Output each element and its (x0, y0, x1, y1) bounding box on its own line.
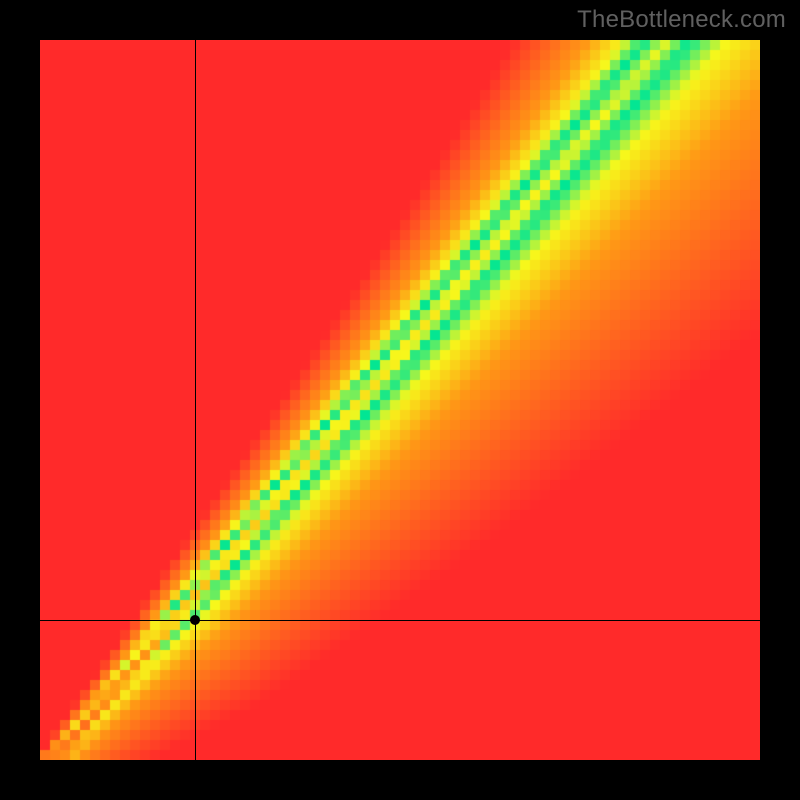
chart-container: TheBottleneck.com (0, 0, 800, 800)
marker-point (190, 615, 200, 625)
crosshair-horizontal (40, 620, 760, 621)
plot-area (40, 40, 760, 760)
crosshair-vertical (195, 40, 196, 760)
watermark-text: TheBottleneck.com (577, 6, 786, 34)
heatmap-canvas (40, 40, 760, 760)
